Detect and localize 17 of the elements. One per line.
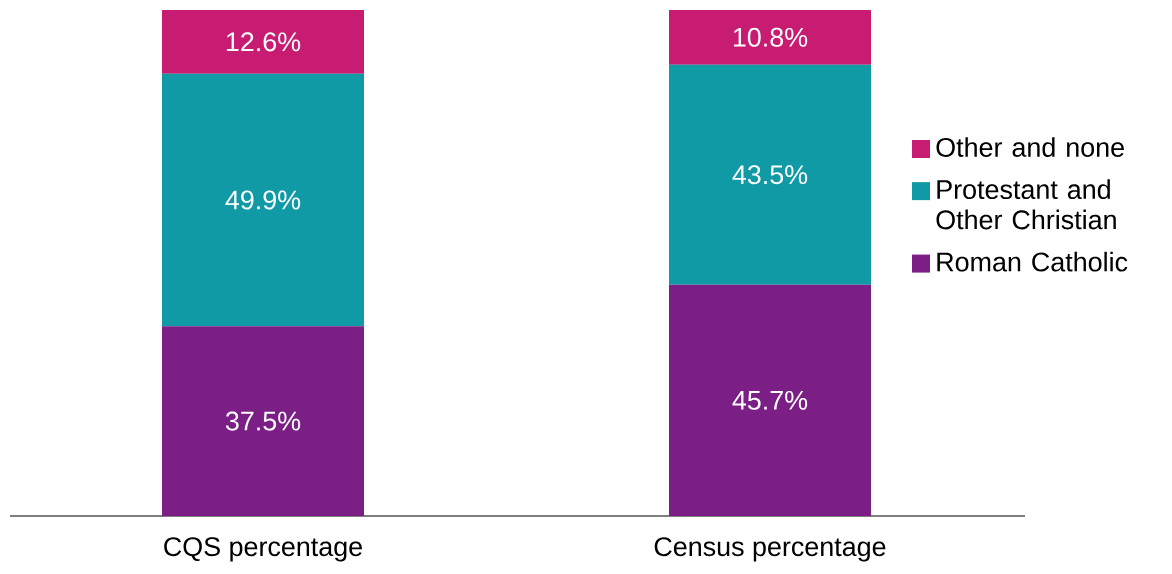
legend-label: Roman Catholic [937, 251, 1128, 272]
bar [669, 9, 871, 65]
data-label: 12.6% [226, 32, 301, 52]
bar [669, 284, 871, 516]
x-tick-label: CQS percentage [164, 537, 362, 562]
data-label: 45.7% [732, 390, 808, 410]
data-label: 37.5% [225, 411, 301, 431]
legend-label: Protestant and Other Christian [936, 179, 1116, 230]
x-tick-label: Census percentage [654, 537, 886, 562]
data-label: 10.8% [733, 27, 808, 47]
data-label: 49.9% [225, 190, 301, 210]
bar [162, 326, 364, 516]
bar [669, 64, 871, 285]
data-label: 43.5% [732, 165, 808, 185]
bar [162, 73, 364, 327]
legend-label: Other and none [936, 137, 1124, 157]
bar [162, 9, 364, 74]
